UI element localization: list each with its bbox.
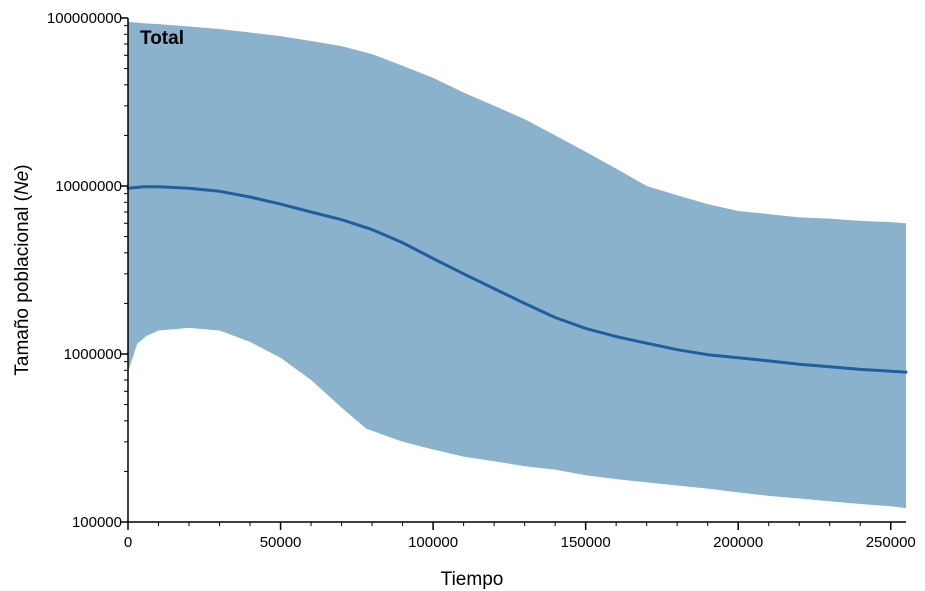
y-axis-title: Tamaño poblacional (Ne) — [12, 164, 33, 375]
median-line — [126, 185, 908, 374]
y-tick-label: 100000000 — [47, 10, 122, 27]
axes: 100000 1000000 10000000 100000000 0 50000 100… — [47, 10, 916, 551]
x-ticks: 0 50000 100000 150000 200000 250000 — [124, 522, 916, 551]
plot-area — [126, 21, 908, 509]
x-tick-label: 250000 — [866, 534, 916, 551]
x-tick-label: 100000 — [408, 534, 458, 551]
y-ticks: 100000 1000000 10000000 100000000 — [47, 10, 128, 531]
chart-title: Total — [140, 28, 184, 49]
x-tick-label: 200000 — [713, 534, 763, 551]
y-tick-label: 100000 — [72, 514, 122, 531]
x-tick-label: 0 — [124, 534, 132, 551]
y-axis-title-italic: Ne — [12, 171, 33, 195]
x-tick-label: 50000 — [260, 534, 302, 551]
x-axis-title: Tiempo — [441, 569, 504, 590]
y-tick-label: 1000000 — [64, 346, 122, 363]
x-tick-label: 150000 — [561, 534, 611, 551]
y-tick-label: 10000000 — [55, 178, 122, 195]
y-axis-title-suffix: ) — [12, 164, 33, 170]
y-axis-title-prefix: Tamaño poblacional ( — [12, 194, 33, 375]
confidence-band — [128, 21, 906, 509]
